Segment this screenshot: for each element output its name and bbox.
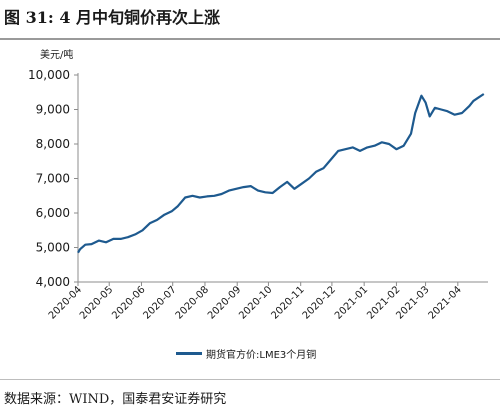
x-tick-label: 2020-11 [269, 284, 306, 321]
x-tick-label: 2021-01 [333, 284, 370, 321]
legend-label: 期货官方价:LME3个月铜 [206, 350, 317, 361]
y-tick-label: 10,000 [28, 68, 70, 82]
x-tick-label: 2020-09 [206, 284, 243, 321]
source-divider [0, 379, 500, 380]
y-tick-label: 4,000 [36, 275, 70, 289]
source-note: 数据来源：WIND，国泰君安证券研究 [4, 392, 227, 407]
y-tick-label: 7,000 [36, 172, 70, 186]
title-divider [0, 38, 500, 40]
legend-swatch [176, 352, 202, 355]
y-tick-label: 5,000 [36, 241, 70, 255]
x-tick-label: 2021-04 [427, 284, 464, 321]
y-tick-label: 6,000 [36, 206, 70, 220]
y-tick-label: 8,000 [36, 137, 70, 151]
figure-title: 图 31: 4 月中旬铜价再次上涨 [4, 8, 221, 27]
line-chart: 4,000 5,000 6,000 7,000 8,000 9,000 10,000 2020… [28, 68, 488, 322]
x-tick-label: 2020-06 [110, 284, 147, 321]
x-tick-label: 2020-05 [78, 284, 115, 321]
chart-legend: 期货官方价:LME3个月铜 [176, 346, 316, 361]
x-tick-label: 2020-07 [141, 284, 178, 321]
x-tick-label: 2020-12 [301, 284, 338, 321]
x-tick-label: 2020-10 [237, 284, 274, 321]
y-tick-label: 9,000 [36, 103, 70, 117]
y-axis-unit-label: 美元/吨 [40, 50, 74, 61]
x-tick-label: 2020-04 [47, 284, 84, 321]
x-tick-label: 2020-08 [174, 284, 211, 321]
series-line-lme-copper [77, 93, 485, 254]
